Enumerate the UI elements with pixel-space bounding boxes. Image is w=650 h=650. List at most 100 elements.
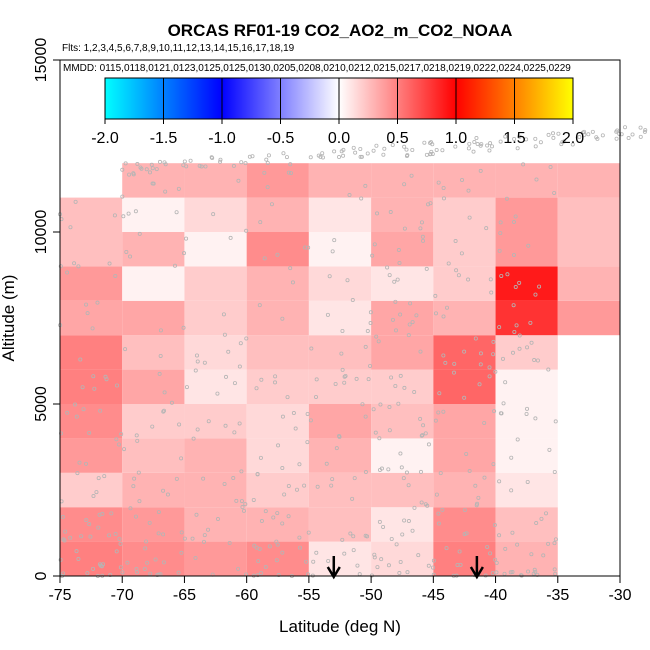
sample-point bbox=[91, 566, 96, 571]
sample-point bbox=[528, 320, 533, 325]
sample-point bbox=[184, 385, 189, 390]
sample-point bbox=[201, 539, 206, 544]
sample-point bbox=[475, 142, 480, 147]
sample-point bbox=[400, 532, 405, 537]
sample-point bbox=[464, 531, 469, 536]
sample-point bbox=[487, 374, 492, 379]
sample-point bbox=[570, 142, 575, 147]
sample-point bbox=[202, 360, 207, 365]
sample-point bbox=[471, 149, 476, 154]
sample-point bbox=[73, 199, 78, 204]
sample-point bbox=[231, 163, 236, 168]
sample-point bbox=[90, 326, 95, 331]
sample-point bbox=[172, 263, 177, 268]
sample-point bbox=[115, 383, 120, 388]
sample-point bbox=[342, 380, 347, 385]
sample-point bbox=[149, 162, 154, 167]
sample-point bbox=[617, 131, 622, 136]
colorbar-tick-label: 0.5 bbox=[386, 130, 408, 147]
sample-point bbox=[259, 377, 264, 382]
sample-point bbox=[163, 162, 168, 167]
heatmap-cell bbox=[122, 197, 185, 232]
heatmap-cell bbox=[122, 232, 185, 267]
sample-point bbox=[169, 400, 174, 405]
sample-point bbox=[288, 171, 293, 176]
sample-point bbox=[398, 451, 403, 456]
sample-point bbox=[262, 170, 267, 175]
x-tick-label: -50 bbox=[360, 587, 383, 604]
sample-point bbox=[148, 571, 153, 576]
sample-point bbox=[263, 509, 268, 514]
sample-point bbox=[87, 522, 92, 527]
sample-point bbox=[138, 165, 143, 170]
sample-point bbox=[371, 407, 376, 412]
sample-point bbox=[286, 514, 291, 519]
sample-point bbox=[76, 557, 81, 562]
sample-point bbox=[453, 144, 458, 149]
heatmap-cell bbox=[495, 507, 558, 542]
sample-point bbox=[539, 516, 544, 521]
sample-point bbox=[58, 557, 63, 562]
sample-point bbox=[532, 358, 537, 363]
sample-point bbox=[343, 373, 348, 378]
sample-point bbox=[638, 125, 643, 130]
sample-point bbox=[386, 563, 391, 568]
sample-point bbox=[125, 560, 130, 565]
heatmap-cell bbox=[371, 404, 434, 439]
sample-point bbox=[531, 571, 536, 576]
sample-point bbox=[293, 426, 298, 431]
arrow-head bbox=[326, 566, 341, 580]
sample-point bbox=[280, 521, 285, 526]
sample-point bbox=[370, 253, 375, 258]
sample-point bbox=[387, 428, 392, 433]
heatmap-cell bbox=[433, 335, 496, 370]
sample-point bbox=[517, 333, 522, 338]
sample-point bbox=[313, 394, 318, 399]
heatmap-cell bbox=[433, 472, 496, 508]
sample-point bbox=[99, 564, 104, 569]
sample-point bbox=[377, 467, 382, 472]
sample-point bbox=[87, 430, 92, 435]
sample-point bbox=[197, 163, 202, 168]
sample-point bbox=[209, 155, 214, 160]
sample-point bbox=[297, 462, 302, 467]
heatmap-cell bbox=[433, 369, 496, 404]
sample-point bbox=[259, 519, 264, 524]
sample-point bbox=[501, 401, 506, 406]
sample-point bbox=[431, 565, 436, 570]
sample-point bbox=[348, 531, 353, 536]
sample-point bbox=[280, 414, 285, 419]
sample-point bbox=[195, 427, 200, 432]
sample-point bbox=[275, 252, 280, 257]
sample-point bbox=[414, 313, 419, 318]
sample-point bbox=[397, 261, 402, 266]
sample-point bbox=[490, 571, 495, 576]
sample-point bbox=[643, 128, 648, 133]
sample-point bbox=[402, 182, 407, 187]
sample-point bbox=[123, 161, 128, 166]
sample-point bbox=[377, 436, 382, 441]
sample-point bbox=[184, 236, 189, 241]
sample-point bbox=[112, 213, 117, 218]
sample-point bbox=[177, 422, 182, 427]
sample-point bbox=[211, 212, 216, 217]
heatmap-cell bbox=[433, 404, 496, 439]
sample-point bbox=[337, 434, 342, 439]
sample-point bbox=[337, 155, 342, 160]
sample-point bbox=[638, 134, 643, 139]
sample-point bbox=[401, 476, 406, 481]
sample-point bbox=[72, 261, 77, 266]
sample-point bbox=[396, 248, 401, 253]
sample-point bbox=[96, 525, 101, 530]
sample-point bbox=[68, 225, 73, 230]
sample-point bbox=[275, 511, 280, 516]
colorbar-tick-label: -2.0 bbox=[91, 130, 119, 147]
sample-point bbox=[284, 155, 289, 160]
heatmap-cell bbox=[60, 438, 123, 473]
sample-point bbox=[119, 432, 124, 437]
sample-point bbox=[534, 177, 539, 182]
sample-point bbox=[491, 462, 496, 467]
sample-point bbox=[135, 162, 140, 167]
sample-point bbox=[241, 508, 246, 513]
sample-point bbox=[237, 421, 242, 426]
